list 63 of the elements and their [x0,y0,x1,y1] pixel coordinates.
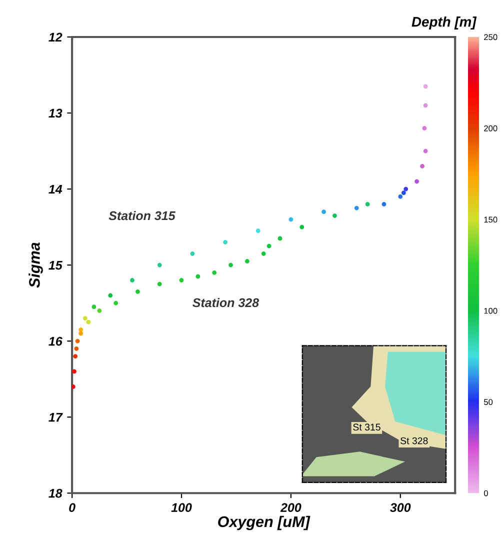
point [332,213,337,218]
y-axis-title: Sigma [28,242,43,288]
point [157,262,162,268]
y-tick-label: 17 [48,413,63,422]
point [72,369,76,374]
color-bar-label: 250 [484,34,498,40]
point [92,304,96,310]
point [108,293,113,298]
point [228,262,233,268]
point [78,327,84,332]
point [423,84,428,89]
point [423,103,428,108]
series-label: Station 328 [192,298,260,308]
y-tick-label: 18 [48,488,62,498]
y-tick-label: 16 [48,336,62,346]
point [223,240,228,244]
color-bar-label: 50 [484,399,493,405]
x-tick-label: 100 [171,503,192,512]
point [322,210,326,214]
point [401,190,406,196]
point [244,259,250,264]
point [179,278,184,282]
point [75,338,80,344]
y-tick-label: 14 [48,184,62,194]
point [136,289,140,294]
point [78,331,84,336]
x-axis-title: Oxygen [uM] [218,516,310,530]
x-tick-label: 200 [280,503,302,512]
point [278,236,282,241]
point [196,274,200,279]
point [73,354,78,358]
point [83,316,88,320]
point [414,179,420,184]
point [97,308,102,313]
point [130,278,134,282]
point [382,202,386,206]
point [72,384,76,389]
y-tick-label: 12 [48,32,62,42]
color-bar-title: Depth [m] [412,16,477,30]
y-tick-label: 13 [48,108,62,118]
color-bar-label: 200 [484,125,498,132]
point [422,126,427,130]
point [354,206,359,210]
y-tick-label: 15 [48,260,62,270]
color-bar-label: 0 [484,490,488,496]
text: Station 315 [108,210,176,220]
point [404,186,408,192]
point [261,251,266,256]
point [420,164,424,168]
point [157,282,162,286]
point [74,346,79,351]
point [256,228,260,234]
point [423,148,428,154]
color-bar-label: 150 [484,216,498,223]
annotation: St 328 [400,437,428,444]
point [288,217,294,222]
x-tick-label: 0 [69,503,76,512]
point [266,244,272,248]
point [212,270,217,275]
point [190,251,195,256]
x-tick-label: 300 [390,503,411,512]
color-bar-label: 100 [484,308,498,314]
annotation: St 315 [353,424,380,431]
